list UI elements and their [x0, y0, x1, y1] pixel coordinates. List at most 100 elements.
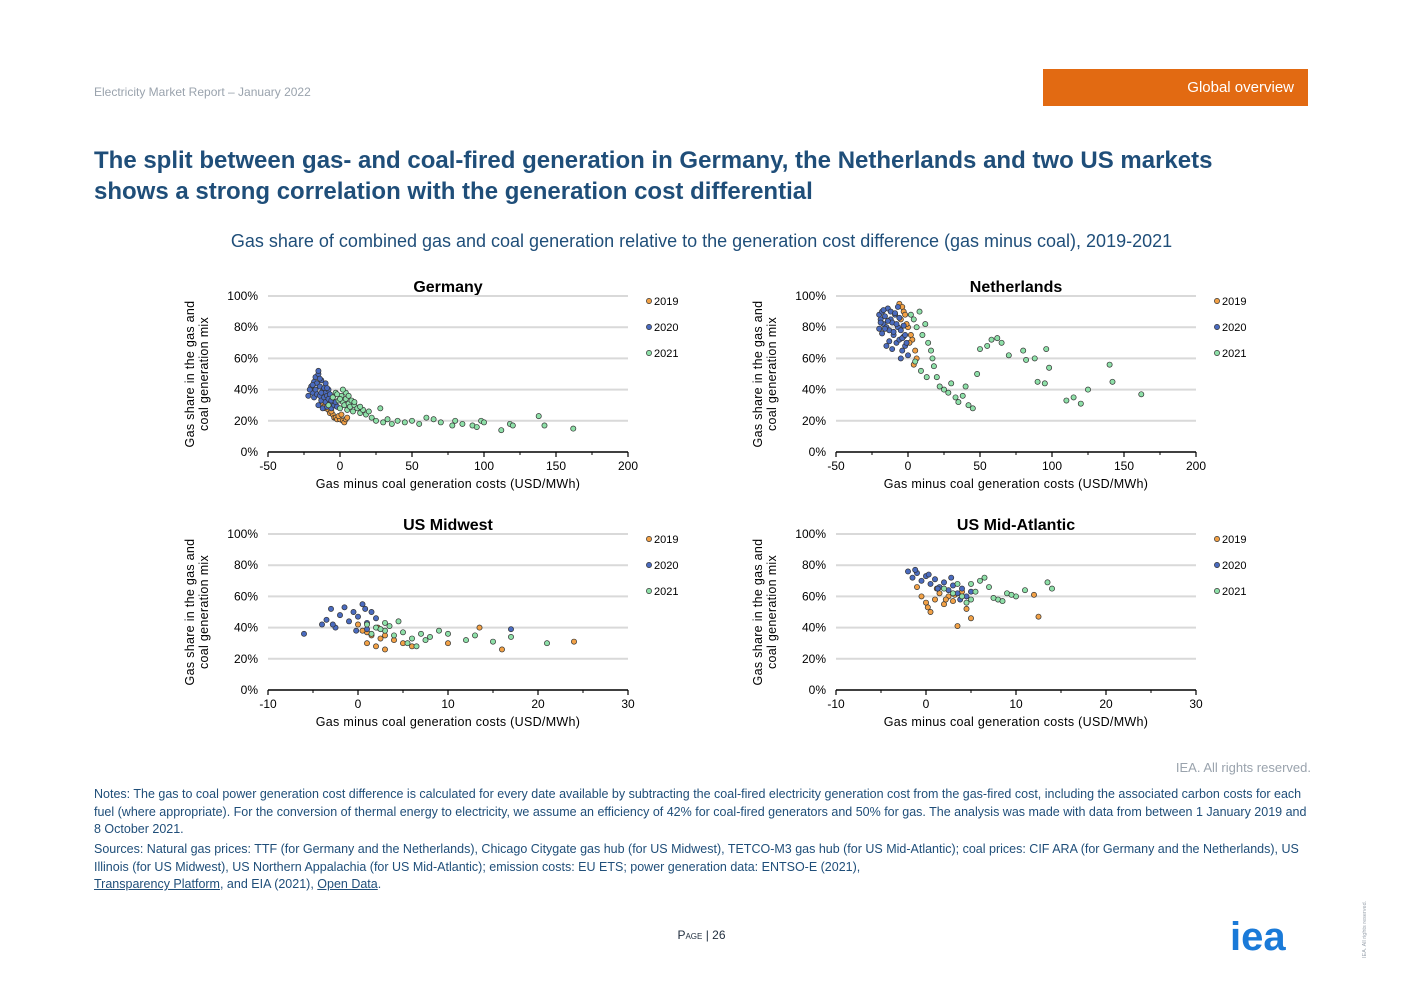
y-tick-label: 20% — [802, 652, 826, 666]
legend-marker-2020 — [1214, 562, 1220, 568]
data-point-2021 — [339, 386, 346, 393]
data-point-2020 — [877, 319, 884, 326]
data-point-2019 — [382, 646, 388, 653]
y-tick-label: 100% — [795, 289, 826, 303]
data-point-2020 — [884, 318, 891, 324]
data-point-2020 — [934, 585, 941, 592]
data-point-2020 — [959, 585, 965, 592]
data-point-2019 — [942, 596, 949, 603]
x-tick-label: 200 — [1186, 459, 1206, 473]
data-point-2021 — [368, 630, 375, 637]
x-tick-label: 150 — [546, 459, 566, 473]
data-point-2020 — [879, 330, 886, 337]
data-point-2020 — [353, 627, 360, 634]
data-point-2020 — [359, 601, 366, 608]
data-point-2019 — [932, 596, 938, 603]
data-point-2020 — [368, 609, 375, 615]
page-title: The split between gas- and coal-fired ge… — [94, 147, 1213, 205]
legend-marker-2019 — [646, 298, 652, 304]
vertical-rights: IEA. All rights reserved. — [1362, 900, 1368, 958]
data-point-2020 — [373, 615, 379, 622]
y-tick-label: 0% — [809, 683, 827, 697]
legend-marker-2021 — [1214, 588, 1220, 594]
section-tag: Global overview — [1043, 69, 1308, 106]
data-point-2021 — [1070, 394, 1077, 401]
legend-label-2021: 2021 — [654, 348, 678, 360]
data-point-2021 — [941, 386, 947, 393]
data-point-2020 — [892, 310, 898, 317]
data-point-2021 — [990, 595, 997, 601]
data-point-2021 — [910, 316, 917, 323]
y-tick-label: 100% — [227, 289, 258, 303]
data-point-2021 — [498, 427, 505, 434]
data-point-2021 — [382, 619, 388, 626]
legend-label-2021: 2021 — [1222, 586, 1246, 598]
data-point-2021 — [1085, 386, 1091, 393]
data-point-2021 — [929, 355, 936, 362]
data-point-2021 — [907, 311, 914, 318]
x-tick-label: 50 — [973, 459, 987, 473]
x-tick-label: 50 — [405, 459, 419, 473]
data-point-2021 — [473, 424, 480, 430]
data-point-2020 — [893, 321, 900, 328]
y-tick-label: 100% — [227, 527, 258, 541]
data-point-2021 — [436, 627, 442, 634]
data-point-2021 — [1008, 591, 1015, 598]
data-point-2021 — [422, 637, 429, 644]
data-point-2021 — [922, 321, 929, 328]
y-tick-label: 0% — [241, 445, 259, 459]
data-point-2020 — [889, 346, 896, 352]
data-point-2020 — [925, 571, 932, 578]
page-number: Page | 26 — [0, 928, 1403, 942]
data-point-2021 — [481, 419, 487, 426]
data-point-2021 — [965, 402, 972, 409]
data-point-2021 — [936, 383, 943, 390]
data-point-2020 — [912, 566, 919, 573]
data-point-2020 — [886, 338, 893, 345]
data-point-2020 — [876, 325, 883, 332]
data-point-2021 — [933, 374, 940, 381]
chart-title: Germany — [413, 279, 482, 296]
data-point-2021 — [377, 626, 384, 633]
x-tick-label: 30 — [621, 697, 635, 711]
data-point-2019 — [918, 593, 925, 600]
data-point-2021 — [977, 577, 983, 584]
legend-label-2021: 2021 — [1222, 348, 1246, 360]
rights-note: IEA. All rights reserved. — [1175, 760, 1311, 775]
data-point-2020 — [927, 580, 934, 587]
chart-title: US Mid-Atlantic — [957, 517, 1075, 534]
data-point-2021 — [570, 425, 577, 432]
legend-marker-2019 — [646, 536, 652, 542]
data-point-2021 — [1022, 587, 1028, 594]
data-point-2020 — [328, 605, 334, 612]
data-point-2021 — [1063, 397, 1070, 404]
y-tick-label: 60% — [234, 351, 258, 365]
data-point-2020 — [309, 381, 316, 388]
y-axis-label: coal generation mix — [765, 317, 779, 432]
sources: Sources: Natural gas prices: TTF (for Ge… — [94, 841, 1314, 894]
data-point-2020 — [341, 604, 348, 611]
data-point-2021 — [930, 363, 937, 370]
data-point-2019 — [355, 621, 361, 628]
sources-between: , and EIA (2021), — [219, 877, 314, 891]
data-point-2021 — [968, 596, 974, 603]
data-point-2021 — [959, 593, 965, 600]
data-point-2021 — [916, 308, 923, 315]
data-point-2021 — [1023, 357, 1030, 363]
y-tick-label: 0% — [241, 683, 259, 697]
transparency-platform-link[interactable]: Transparency Platform — [94, 877, 220, 891]
data-point-2021 — [388, 420, 395, 427]
data-point-2020 — [306, 386, 313, 393]
data-point-2020 — [323, 616, 330, 623]
data-point-2021 — [334, 391, 341, 398]
data-point-2019 — [364, 640, 370, 647]
data-point-2021 — [386, 623, 393, 629]
open-data-link[interactable]: Open Data — [317, 877, 378, 891]
legend-label-2019: 2019 — [654, 296, 678, 308]
data-point-2021 — [972, 588, 979, 595]
data-point-2021 — [337, 405, 343, 412]
data-point-2021 — [394, 417, 401, 424]
data-point-2020 — [905, 352, 911, 359]
data-point-2020 — [894, 303, 901, 310]
data-point-2020 — [918, 577, 925, 584]
